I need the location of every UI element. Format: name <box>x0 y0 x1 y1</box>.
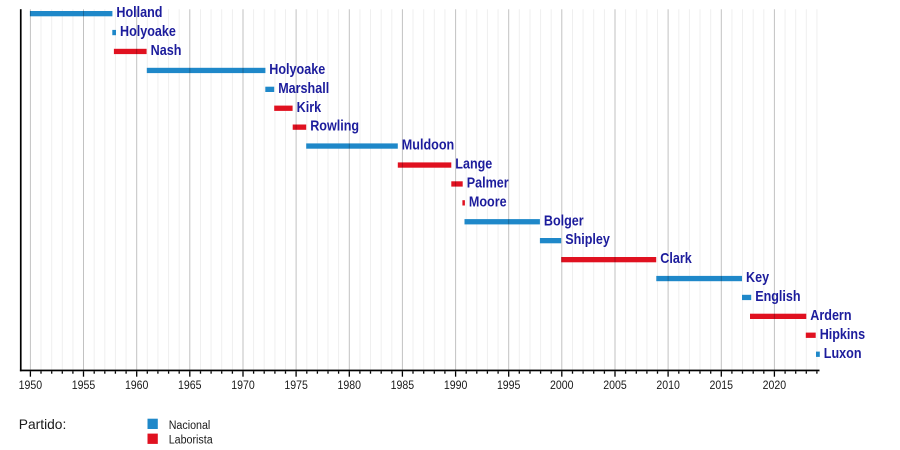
svg-text:Muldoon: Muldoon <box>402 138 454 154</box>
svg-text:2020: 2020 <box>763 378 787 392</box>
svg-text:Bolger: Bolger <box>544 213 584 229</box>
svg-text:Ardern: Ardern <box>810 308 851 324</box>
svg-text:1980: 1980 <box>338 378 362 392</box>
svg-text:1975: 1975 <box>284 378 308 392</box>
svg-text:Moore: Moore <box>469 194 507 210</box>
svg-text:Laborista: Laborista <box>169 435 214 447</box>
svg-text:Hipkins: Hipkins <box>820 327 865 343</box>
svg-text:Palmer: Palmer <box>467 176 509 192</box>
svg-text:2015: 2015 <box>710 378 734 392</box>
svg-text:Clark: Clark <box>660 251 692 267</box>
svg-text:Nacional: Nacional <box>169 420 211 432</box>
svg-text:1995: 1995 <box>497 378 521 392</box>
svg-text:1985: 1985 <box>391 378 415 392</box>
svg-text:Marshall: Marshall <box>278 81 329 97</box>
svg-text:1960: 1960 <box>125 378 149 392</box>
svg-text:1990: 1990 <box>444 378 468 392</box>
svg-text:Holyoake: Holyoake <box>120 24 176 40</box>
svg-text:Holland: Holland <box>116 5 162 21</box>
svg-text:English: English <box>755 289 800 305</box>
svg-text:Rowling: Rowling <box>310 119 359 135</box>
svg-text:1950: 1950 <box>19 378 43 392</box>
svg-text:Luxon: Luxon <box>824 346 862 362</box>
svg-text:1970: 1970 <box>231 378 255 392</box>
svg-text:2000: 2000 <box>550 378 574 392</box>
svg-text:2005: 2005 <box>603 378 627 392</box>
svg-text:Kirk: Kirk <box>297 100 322 116</box>
svg-text:1955: 1955 <box>72 378 96 392</box>
svg-text:Key: Key <box>746 270 770 286</box>
svg-text:Holyoake: Holyoake <box>269 62 325 78</box>
svg-text:Lange: Lange <box>455 157 492 173</box>
svg-text:Partido:: Partido: <box>19 416 67 432</box>
svg-text:Nash: Nash <box>151 43 182 59</box>
svg-text:1965: 1965 <box>178 378 202 392</box>
svg-text:2010: 2010 <box>656 378 680 392</box>
svg-text:Shipley: Shipley <box>565 232 610 248</box>
